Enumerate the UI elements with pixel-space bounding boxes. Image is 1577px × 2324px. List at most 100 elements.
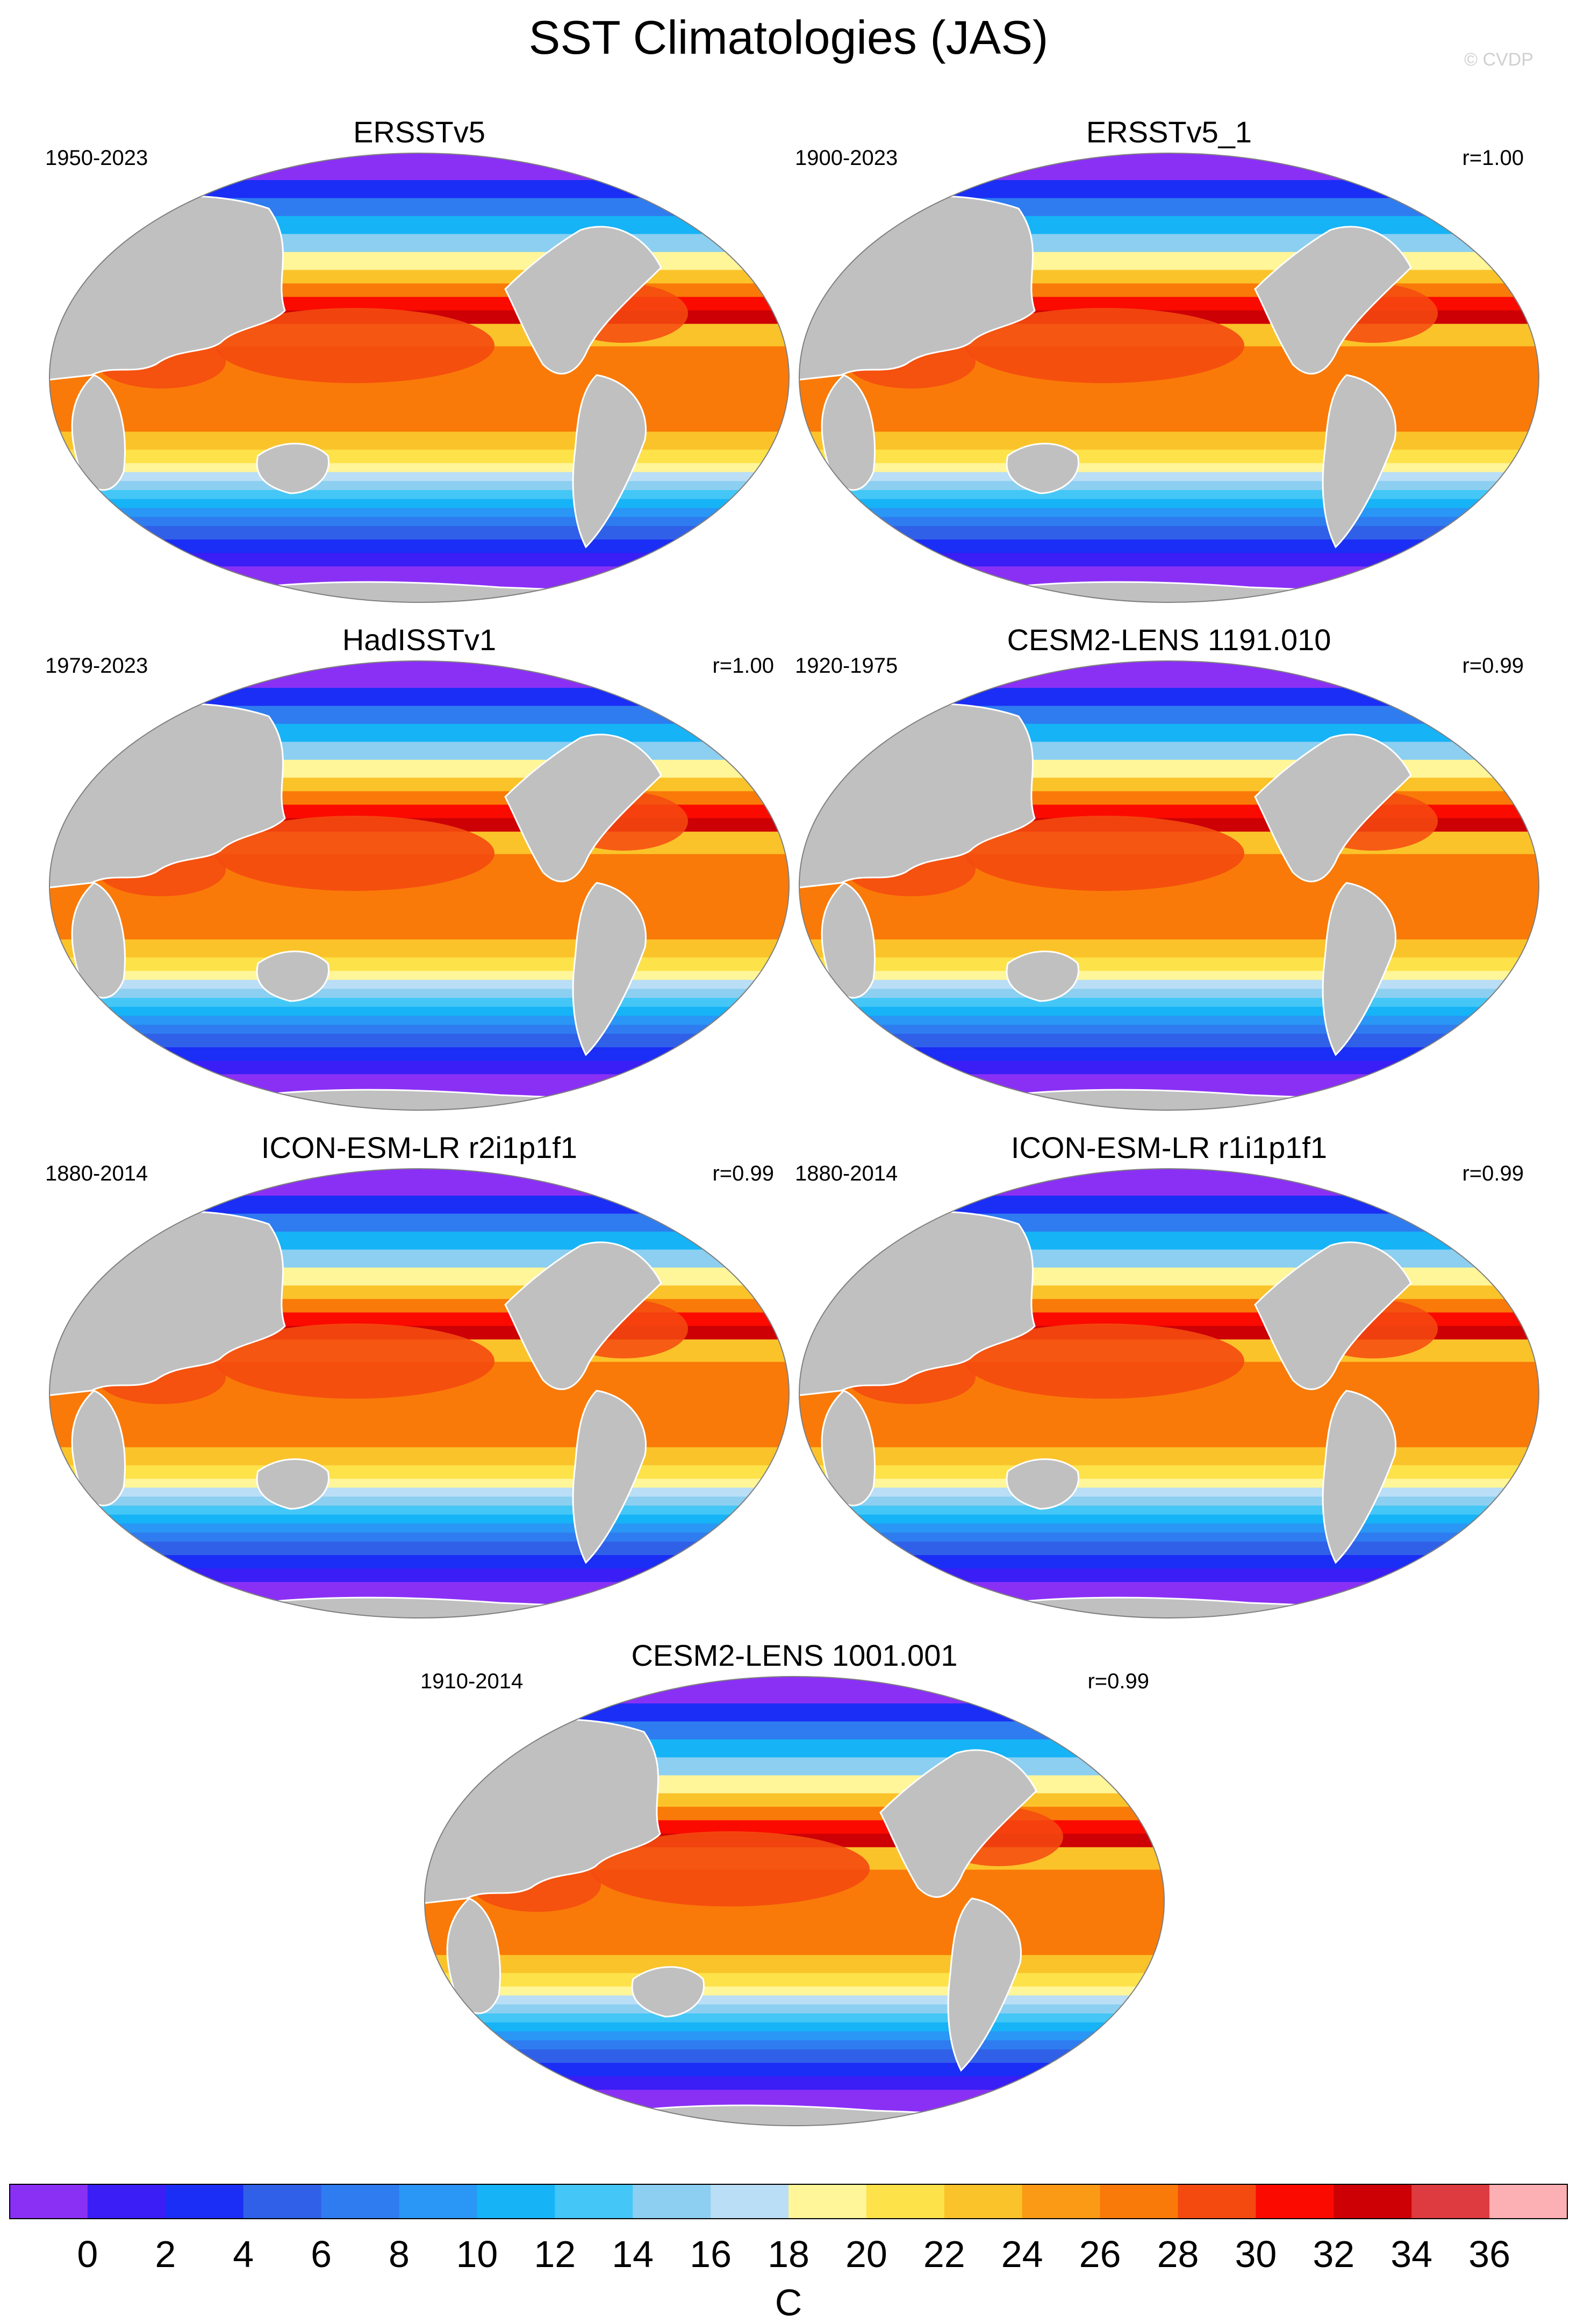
colorbar-tick-label: 34 xyxy=(1390,2233,1432,2275)
sst-band xyxy=(49,970,789,981)
map-panel-5: ICON-ESM-LR r2i1p1f1 1880-2014 r=0.99 xyxy=(43,1128,795,1639)
colorbar-tick-label: 28 xyxy=(1157,2233,1199,2275)
sst-band xyxy=(799,661,1539,689)
colorbar-swatch xyxy=(1489,2184,1568,2219)
land-mass xyxy=(1254,1241,1412,1390)
world-map xyxy=(49,660,790,1111)
panel-title: ICON-ESM-LR r1i1p1f1 xyxy=(1010,1131,1328,1164)
sst-band xyxy=(49,431,789,450)
sst-band xyxy=(49,1447,789,1466)
sst-band xyxy=(49,706,789,725)
sst-band xyxy=(799,939,1539,958)
land-mass xyxy=(1322,882,1396,1056)
colorbar-swatch xyxy=(866,2184,945,2219)
world-map xyxy=(49,153,790,603)
sst-band xyxy=(799,688,1539,707)
map-panel-2: ERSSTv5_1 1900-2023 r=1.00 xyxy=(793,113,1545,623)
colorbar-tick-label: 0 xyxy=(77,2233,98,2275)
world-map xyxy=(49,1168,790,1618)
sst-band xyxy=(799,517,1539,527)
sst-band xyxy=(799,1555,1539,1570)
sst-band xyxy=(799,989,1539,998)
warm-pool xyxy=(965,308,1244,383)
land-mass xyxy=(1006,951,1079,1002)
sst-band xyxy=(49,1487,789,1498)
sst-band xyxy=(49,1047,789,1062)
colorbar-swatch xyxy=(1178,2184,1256,2219)
colorbar-swatch xyxy=(477,2184,555,2219)
sst-band xyxy=(49,980,789,990)
sst-band xyxy=(799,1447,1539,1466)
panel-title: ERSSTv5_1 xyxy=(1086,115,1252,149)
sst-band xyxy=(799,1196,1539,1214)
sst-band xyxy=(799,1496,1539,1506)
world-map xyxy=(799,153,1539,603)
sst-band xyxy=(49,1568,789,1583)
panel-correlation: r=0.99 xyxy=(712,1162,774,1185)
colorbar-tick-label: 4 xyxy=(233,2233,254,2275)
sst-band xyxy=(425,1973,1164,1987)
panel-period: 1910-2014 xyxy=(420,1670,524,1693)
sst-band xyxy=(799,449,1539,464)
colorbar-swatch xyxy=(1334,2184,1412,2219)
sst-band xyxy=(49,180,789,199)
land-mass xyxy=(879,1749,1037,1898)
sst-band xyxy=(49,1478,789,1488)
colorbar-tick-label: 14 xyxy=(612,2233,654,2275)
sst-band xyxy=(425,1703,1164,1722)
sst-band xyxy=(49,1506,789,1515)
sst-band xyxy=(49,1523,789,1534)
land-mass xyxy=(256,443,329,494)
land-mass xyxy=(504,226,662,375)
panel-period: 1880-2014 xyxy=(795,1162,898,1185)
sst-band xyxy=(799,1523,1539,1534)
sst-band xyxy=(799,180,1539,199)
sst-band xyxy=(425,2022,1164,2032)
sst-band xyxy=(799,1061,1539,1075)
sst-band xyxy=(49,1016,789,1026)
sst-band xyxy=(425,1986,1164,1996)
colorbar-tick-label: 30 xyxy=(1235,2233,1277,2275)
colorbar-swatch xyxy=(788,2184,867,2219)
sst-band xyxy=(49,1025,789,1034)
sst-band xyxy=(49,939,789,958)
sst-band xyxy=(49,153,789,181)
colorbar-tick-label: 10 xyxy=(456,2233,498,2275)
sst-band xyxy=(49,1514,789,1524)
warm-pool xyxy=(965,1323,1244,1399)
land-mass xyxy=(821,882,876,999)
sst-band xyxy=(799,1047,1539,1062)
sst-band xyxy=(425,1995,1164,2005)
colorbar-swatch xyxy=(1411,2184,1490,2219)
sst-band xyxy=(425,2040,1164,2050)
colorbar-swatch xyxy=(555,2184,633,2219)
sst-band xyxy=(799,508,1539,518)
sst-band xyxy=(799,1169,1539,1197)
sst-band xyxy=(799,1016,1539,1026)
panel-correlation: r=0.99 xyxy=(1087,1670,1149,1693)
sst-band xyxy=(49,463,789,473)
colorbar-swatch xyxy=(399,2184,477,2219)
colorbar-swatch xyxy=(944,2184,1023,2219)
warm-pool xyxy=(215,308,494,383)
colorbar-swatch xyxy=(321,2184,399,2219)
world-map xyxy=(424,1676,1165,2126)
world-map xyxy=(799,1168,1539,1618)
panel-period: 1950-2023 xyxy=(45,146,148,170)
panel-correlation: r=1.00 xyxy=(712,654,774,678)
land-mass xyxy=(631,1966,705,2018)
panel-title: CESM2-LENS 1191.010 xyxy=(1007,623,1331,657)
map-outline xyxy=(49,1168,790,1618)
sst-band xyxy=(49,526,789,540)
sst-band xyxy=(799,980,1539,990)
land-mass xyxy=(1254,226,1412,375)
sst-band xyxy=(49,508,789,518)
sst-band xyxy=(49,1213,789,1233)
map-outline xyxy=(799,153,1539,603)
map-panel-3: HadISSTv1 1979-2023 r=1.00 xyxy=(43,621,795,1131)
colorbar-swatch xyxy=(87,2184,166,2219)
colorbar-tick-label: 24 xyxy=(1001,2233,1043,2275)
colorbar-tick-label: 2 xyxy=(155,2233,176,2275)
sst-band xyxy=(799,198,1539,217)
colorbar-tick-label: 8 xyxy=(389,2233,410,2275)
